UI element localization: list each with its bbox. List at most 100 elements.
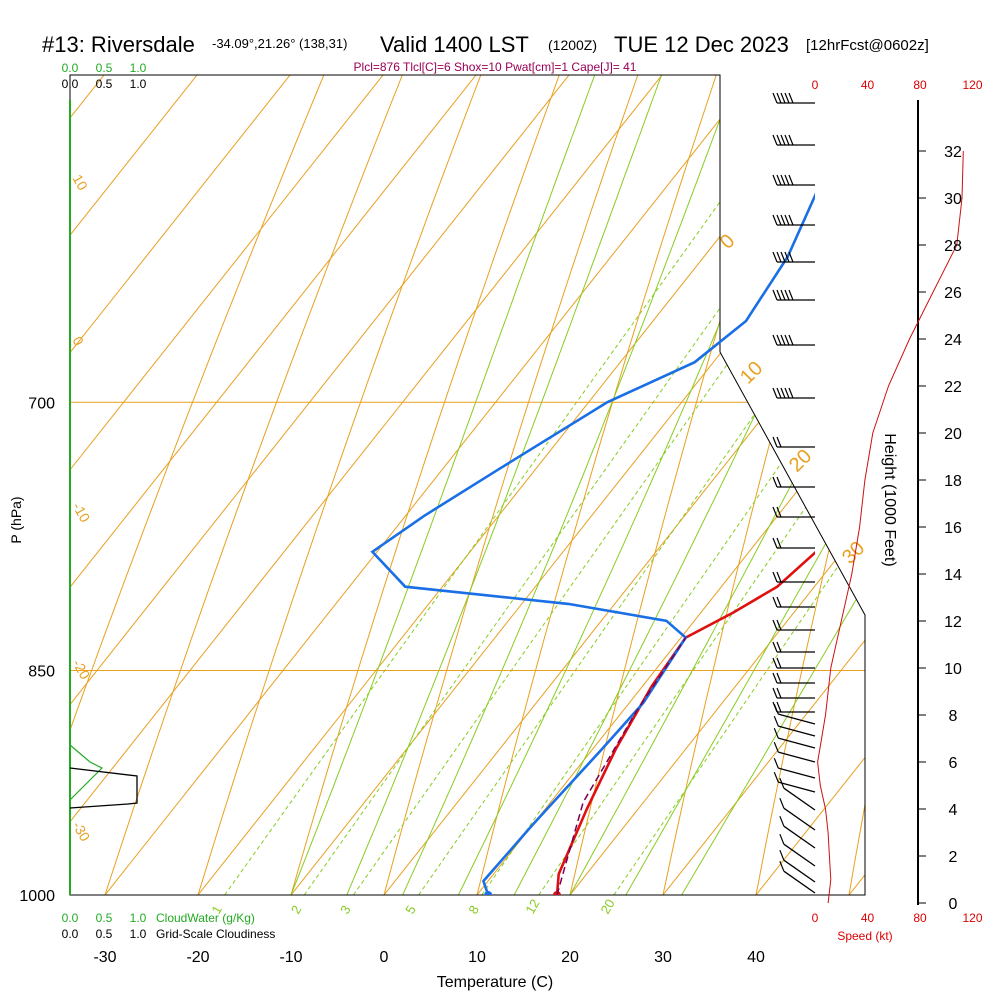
wind-barb-feather [788,92,794,104]
speed-tick-label-bottom: 120 [962,911,982,925]
profile-temperature [555,551,815,895]
moist-adiabat-line [402,75,865,895]
wind-barb-feather [772,619,778,631]
wind-barb-feather [773,715,779,727]
wind-barb-feather [776,476,782,488]
title-forecast: [12hrFcst@0602z] [806,37,929,54]
wind-barb [773,757,816,779]
cloudiness-tick-top: 1.0 [130,77,147,91]
dry-adiabat-line [365,75,865,895]
speed-tick-label-top: 40 [861,78,875,92]
wind-barb-feather [776,701,782,713]
wind-barb-feather [772,334,778,346]
speed-axis-label: Speed (kt) [837,929,892,943]
wind-barb-feather [788,134,794,146]
isotherm-line [290,75,865,895]
dry-adiabat-label: 10 [736,357,767,388]
wind-barb-feather [776,334,782,346]
wind-barb-feather [772,571,778,583]
cloud-water-profile [69,744,104,820]
mixing-ratio-labels: 1 2 3 5 8 12 20 [208,896,617,916]
height-tick-label: 12 [944,614,962,631]
wind-barb-feather [772,92,778,104]
wind-barb [772,641,815,653]
height-tick-label: 4 [949,802,958,819]
isotherm-labels: 10 0 -10 -20 -30 [69,172,93,845]
wind-barb [772,92,815,104]
wind-barb-feather [776,134,782,146]
wind-barb-feather [772,687,778,699]
height-tick-label: 6 [949,755,958,772]
x-tick-label: 40 [747,949,765,966]
isotherm-line [70,75,865,895]
plot-frame [69,74,866,896]
wind-barb [773,741,816,763]
height-tick-label: 8 [949,708,958,725]
cloudiness-label: Grid-Scale Cloudiness [156,927,275,941]
mixing-ratio-line [481,75,865,895]
wind-barb-feather [780,387,786,399]
cloud-axis-ticks: 0.0 0.0 0.5 0.5 1.0 1.0 0.0 0.0 0.5 0.5 1.0 1.0 [62,61,147,941]
wind-barb-feather [776,619,782,631]
dry-adiabat-line [932,0,1000,962]
wind-barb-feather [776,387,782,399]
wind-barb-feather [780,214,786,226]
dry-adiabat-line [460,75,865,895]
wind-barb-staff [778,781,816,793]
speed-tick-label-bottom: 0 [812,911,819,925]
height-tick-label: 24 [944,332,962,349]
wind-barb [772,251,815,263]
wind-barb-feather [780,289,786,301]
wind-barb-staff [778,725,816,737]
height-tick-label: 28 [944,238,962,255]
mixing-ratio-label: 3 [337,903,354,917]
profile-parcel [556,637,687,895]
wind-barb-feather [779,849,785,861]
isotherm-line [70,75,865,895]
wind-barb-staff [783,787,816,811]
wind-barb-feather [776,687,782,699]
isotherm-line [70,75,865,895]
isotherm-line [70,75,865,895]
wind-barb-feather [773,703,779,715]
dry-adiabat-label: 0 [716,230,739,253]
isotherm-label: -10 [69,500,93,526]
wind-barb-feather [788,251,794,263]
x-tick-label: -30 [93,949,116,966]
wind-barb [773,727,816,749]
dry-adiabat-line [271,75,865,895]
wind-barb-feather [772,387,778,399]
isotherm-line [476,75,865,895]
isotherm-line [383,75,865,895]
dry-adiabat-line [177,75,865,895]
wind-barb-feather [784,134,790,146]
wind-barb-feather [772,537,778,549]
wind-barb [772,334,815,346]
wind-barb-feather [784,289,790,301]
wind-barb-feather [779,815,785,827]
cloudiness-profile [69,767,138,809]
mixing-ratio-label: 20 [598,896,618,916]
wind-barb-feather [780,334,786,346]
cloud-water-tick-top: 0.0 [62,61,79,75]
wind-barb-feather [772,506,778,518]
height-tick-label: 22 [944,379,962,396]
wind-barb-feather [776,289,782,301]
wind-barb-feather [780,174,786,186]
pressure-tick-label: 850 [28,663,55,680]
wind-barb [772,214,815,226]
speed-tick-label-top: 120 [962,78,982,92]
wind-barb-feather [784,387,790,399]
wind-barb-feather [772,641,778,653]
wind-barb-feather [788,387,794,399]
wind-barb-feather [772,214,778,226]
x-tick-label: 10 [468,949,486,966]
subtitle-indices: Plcl=876 Tlcl[C]=6 Shox=10 Pwat[cm]=1 Ca… [354,60,637,74]
wind-barb [772,506,815,518]
cloud-water-tick-top: 1.0 [130,61,147,75]
height-tick-label: 32 [944,144,962,161]
wind-barb [779,849,816,883]
dry-adiabat-line [82,75,865,895]
wind-barb [772,476,815,488]
